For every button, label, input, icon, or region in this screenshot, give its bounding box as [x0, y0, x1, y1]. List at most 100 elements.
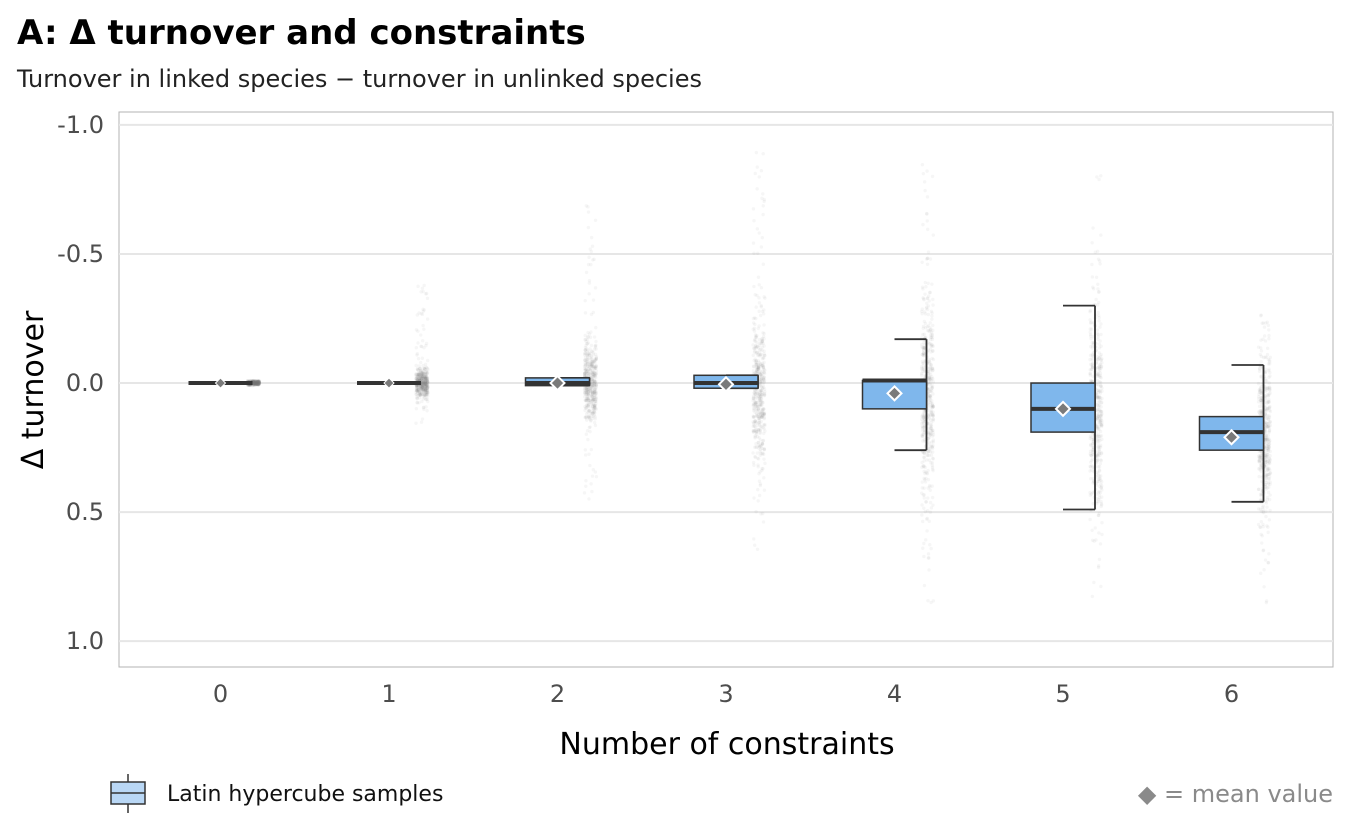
data-point: [251, 383, 256, 387]
data-point: [925, 453, 929, 457]
data-point: [756, 457, 761, 461]
data-point: [756, 414, 760, 418]
data-point: [255, 380, 260, 384]
data-point: [929, 363, 933, 368]
data-point: [594, 347, 598, 351]
data-point: [586, 358, 590, 362]
data-point: [753, 543, 757, 547]
data-point: [415, 385, 419, 389]
data-point: [930, 332, 935, 337]
data-point: [762, 380, 766, 385]
data-point: [586, 387, 591, 392]
data-point: [414, 407, 419, 411]
data-point: [928, 424, 933, 428]
data-point: [755, 408, 759, 413]
data-point: [414, 378, 418, 382]
data-point: [762, 412, 766, 416]
data-point: [930, 317, 934, 321]
data-point: [760, 452, 765, 456]
data-point: [756, 404, 761, 409]
data-point: [420, 286, 425, 291]
data-point: [256, 380, 261, 384]
data-point: [1094, 297, 1098, 302]
data-point: [925, 471, 929, 475]
data-point: [759, 419, 763, 424]
data-point: [756, 275, 761, 279]
data-point: [1267, 440, 1272, 444]
data-point: [1264, 455, 1269, 459]
data-point: [1257, 460, 1262, 464]
data-point: [423, 389, 427, 393]
data-point: [760, 441, 764, 446]
data-point: [928, 377, 932, 381]
data-point: [763, 353, 767, 358]
data-point: [1089, 320, 1093, 325]
data-point: [763, 393, 767, 397]
data-point: [1098, 420, 1103, 425]
data-point: [1095, 479, 1100, 484]
data-point: [756, 353, 761, 357]
data-point: [421, 377, 425, 381]
data-point: [425, 372, 429, 376]
data-point: [1088, 464, 1092, 469]
data-point: [423, 390, 428, 394]
data-point: [420, 382, 425, 387]
data-point: [591, 364, 595, 368]
data-point: [424, 377, 428, 382]
data-point: [252, 381, 257, 385]
data-point: [1267, 398, 1271, 402]
data-point: [931, 403, 935, 408]
x-tick-label: 2: [550, 680, 565, 708]
data-point: [585, 359, 589, 364]
data-point: [1096, 365, 1100, 370]
data-point: [585, 349, 589, 354]
data-point: [926, 312, 931, 317]
data-point: [1096, 335, 1100, 339]
data-point: [594, 357, 598, 362]
data-point: [1095, 422, 1099, 426]
data-point: [759, 512, 763, 516]
data-point: [584, 270, 589, 275]
data-point: [255, 382, 260, 386]
data-point: [752, 251, 756, 256]
data-point: [752, 326, 757, 331]
data-point: [1096, 565, 1101, 570]
data-point: [752, 358, 756, 363]
data-point: [1096, 357, 1100, 361]
data-point: [920, 163, 925, 167]
data-point: [929, 420, 934, 425]
data-point: [419, 390, 423, 394]
data-point: [1098, 434, 1102, 438]
data-point: [425, 377, 430, 381]
data-point: [423, 387, 427, 391]
data-point: [254, 380, 258, 385]
data-point: [421, 323, 425, 328]
data-point: [920, 433, 924, 438]
data-point: [586, 367, 590, 371]
data-point: [420, 387, 425, 391]
data-point: [928, 326, 932, 330]
data-point: [1260, 541, 1264, 545]
data-point: [584, 370, 588, 375]
data-point: [590, 404, 595, 409]
data-point: [593, 399, 598, 403]
data-point: [593, 397, 598, 402]
data-point: [926, 486, 930, 490]
data-point: [757, 231, 761, 235]
data-point: [758, 395, 762, 400]
data-point: [1267, 445, 1271, 449]
data-point: [1262, 568, 1266, 572]
data-point: [931, 503, 935, 507]
data-point: [762, 337, 766, 341]
data-point: [1099, 358, 1103, 362]
data-point: [1268, 419, 1272, 424]
data-point: [762, 488, 767, 492]
data-point: [1259, 360, 1263, 364]
data-point: [1263, 425, 1268, 429]
data-point: [424, 393, 428, 397]
data-point: [756, 363, 761, 368]
data-point: [1267, 442, 1272, 446]
data-point: [1095, 457, 1100, 461]
data-point: [253, 380, 258, 385]
data-point: [1264, 370, 1268, 374]
